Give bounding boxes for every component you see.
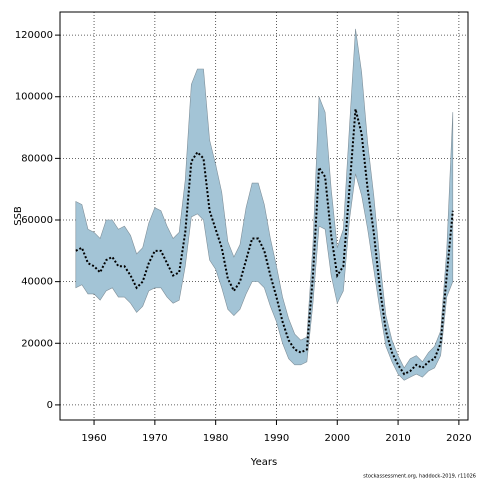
x-tick-label: 2010 — [385, 433, 410, 444]
x-tick-label: 1990 — [264, 433, 289, 444]
y-tick-label: 60000 — [21, 215, 53, 226]
footnote: stockassessment.org, haddock-2019, r1102… — [363, 474, 476, 480]
x-tick-label: 2000 — [325, 433, 350, 444]
y-tick-label: 40000 — [21, 277, 53, 288]
y-tick-label: 120000 — [15, 30, 53, 41]
x-tick-label: 1960 — [81, 433, 106, 444]
plot-frame — [59, 11, 469, 421]
y-tick-label: 0 — [47, 400, 53, 411]
line — [75, 108, 454, 376]
y-axis-label: SSB — [13, 206, 24, 226]
x-axis-label: Years — [250, 457, 277, 468]
x-tick-label: 1980 — [203, 433, 228, 444]
x-tick-label: 1970 — [142, 433, 167, 444]
x-tick-label: 2020 — [446, 433, 471, 444]
confidence-band — [75, 28, 454, 381]
y-tick-label: 80000 — [21, 153, 53, 164]
y-tick-label: 20000 — [21, 338, 53, 349]
y-tick-label: 100000 — [15, 92, 53, 103]
